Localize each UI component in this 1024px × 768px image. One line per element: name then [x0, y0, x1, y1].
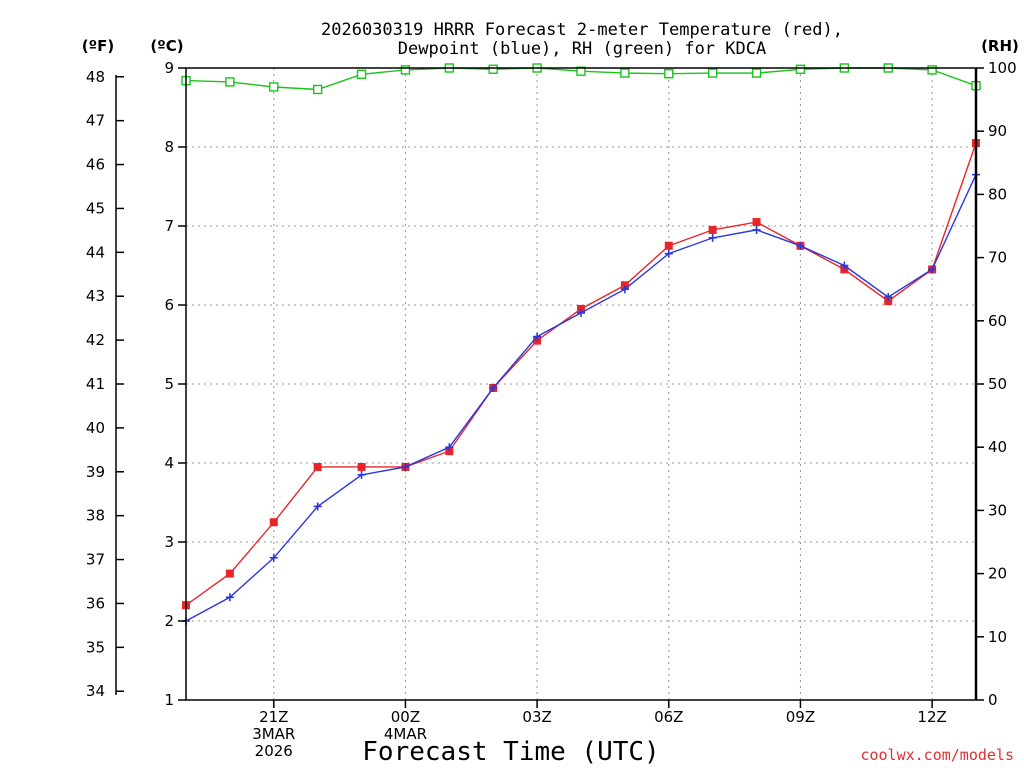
dewpoint-point	[313, 502, 322, 511]
fahrenheit-tick-label: 37	[86, 551, 105, 569]
credit-label: coolwx.com/models	[860, 746, 1014, 764]
celsius-tick-label: 7	[164, 217, 174, 235]
rh-point	[269, 82, 279, 92]
dewpoint-point	[884, 293, 893, 302]
temperature-point	[357, 462, 366, 471]
dewpoint-point	[445, 443, 454, 452]
rh-unit-label: (RH)	[981, 37, 1019, 55]
dewpoint-point	[620, 285, 629, 294]
rh-point	[751, 68, 762, 78]
rh-point	[620, 68, 630, 78]
dewpoint-point	[752, 225, 761, 234]
dewpoint-point	[269, 553, 278, 562]
rh-tick-label: 80	[988, 185, 1007, 203]
temperature-point	[269, 518, 278, 527]
chart-title-line-2: Dewpoint (blue), RH (green) for KDCA	[398, 39, 766, 59]
rh-tick-label: 90	[988, 122, 1007, 140]
x-tick-label: 03Z	[522, 708, 551, 726]
rh-point	[927, 65, 937, 75]
fahrenheit-tick-label: 41	[86, 375, 105, 393]
celsius-tick-label: 8	[164, 138, 174, 156]
rh-tick-label: 20	[988, 565, 1007, 583]
x-tick-label: 21Z	[259, 708, 288, 726]
x-tick-label: 2026	[255, 742, 293, 760]
dewpoint-point	[577, 308, 585, 317]
dewpoint-point	[533, 332, 542, 341]
temperature-point	[708, 225, 717, 234]
rh-tick-label: 10	[988, 628, 1007, 646]
x-tick-label: 12Z	[917, 708, 946, 726]
x-tick-label: 09Z	[786, 708, 815, 726]
plot-frame	[185, 67, 977, 701]
celsius-tick-label: 2	[164, 612, 174, 630]
rh-tick-label: 30	[988, 501, 1007, 519]
dewpoint-point	[928, 265, 937, 274]
celsius-tick-label: 9	[164, 59, 174, 77]
fahrenheit-tick-label: 42	[86, 331, 105, 349]
x-tick-label: 00Z	[391, 708, 420, 726]
celsius-unit-label: (ºC)	[150, 37, 183, 55]
fahrenheit-tick-label: 48	[86, 68, 105, 86]
dewpoint-point	[489, 383, 498, 392]
rh-point	[312, 84, 323, 95]
rh-tick-label: 0	[988, 691, 998, 709]
x-tick-label: 06Z	[654, 708, 683, 726]
rh-tick-label: 100	[988, 59, 1017, 77]
fahrenheit-tick-label: 47	[86, 112, 105, 130]
dewpoint-point	[401, 462, 410, 471]
temperature-point	[752, 218, 761, 227]
rh-point	[225, 77, 235, 87]
dewpoint-point	[225, 593, 234, 602]
fahrenheit-tick-label: 36	[86, 594, 105, 612]
rh-tick-label: 40	[988, 438, 1007, 456]
x-tick-label: 4MAR	[384, 725, 427, 743]
celsius-tick-label: 5	[164, 375, 174, 393]
dewpoint-point	[796, 241, 805, 250]
celsius-tick-label: 1	[164, 691, 174, 709]
fahrenheit-tick-label: 39	[86, 463, 105, 481]
fahrenheit-tick-label: 46	[86, 156, 105, 174]
dewpoint-point	[840, 261, 849, 270]
celsius-tick-label: 4	[164, 454, 174, 472]
x-axis-label: Forecast Time (UTC)	[362, 737, 659, 767]
series-layer	[181, 63, 981, 625]
fahrenheit-tick-label: 44	[86, 243, 105, 261]
rh-point	[400, 65, 411, 75]
fahrenheit-tick-label: 35	[86, 638, 105, 656]
fahrenheit-tick-label: 43	[86, 287, 105, 305]
rh-point	[488, 64, 498, 74]
temperature-point	[664, 241, 673, 250]
temperature-point	[313, 462, 322, 471]
x-tick-label: 3MAR	[252, 725, 295, 743]
rh-point	[707, 68, 718, 78]
dewpoint-line	[185, 174, 977, 622]
dewpoint-point	[357, 470, 366, 479]
tick-layer: 1234567893435363738394041424344454647480…	[86, 59, 1017, 760]
dewpoint-point	[664, 249, 673, 258]
fahrenheit-tick-label: 38	[86, 507, 105, 525]
temperature-line	[185, 142, 977, 606]
temperature-series	[182, 139, 980, 610]
temperature-point	[225, 569, 234, 578]
fahrenheit-unit-label: (ºF)	[82, 37, 114, 55]
rh-tick-label: 50	[988, 375, 1007, 393]
chart-title-line-1: 2026030319 HRRR Forecast 2-meter Tempera…	[321, 20, 843, 40]
dewpoint-point	[708, 233, 717, 242]
fahrenheit-tick-label: 40	[86, 419, 105, 437]
fahrenheit-tick-label: 45	[86, 199, 105, 217]
rh-tick-label: 70	[988, 249, 1007, 267]
rh-point	[576, 66, 586, 76]
rh-tick-label: 60	[988, 312, 1007, 330]
rh-point	[795, 64, 806, 74]
celsius-tick-label: 6	[164, 296, 174, 314]
rh-point	[664, 68, 674, 79]
fahrenheit-tick-label: 34	[86, 682, 105, 700]
dewpoint-series	[182, 170, 980, 625]
grid-lines	[186, 68, 976, 700]
rh-point	[356, 69, 367, 80]
celsius-tick-label: 3	[164, 533, 174, 551]
